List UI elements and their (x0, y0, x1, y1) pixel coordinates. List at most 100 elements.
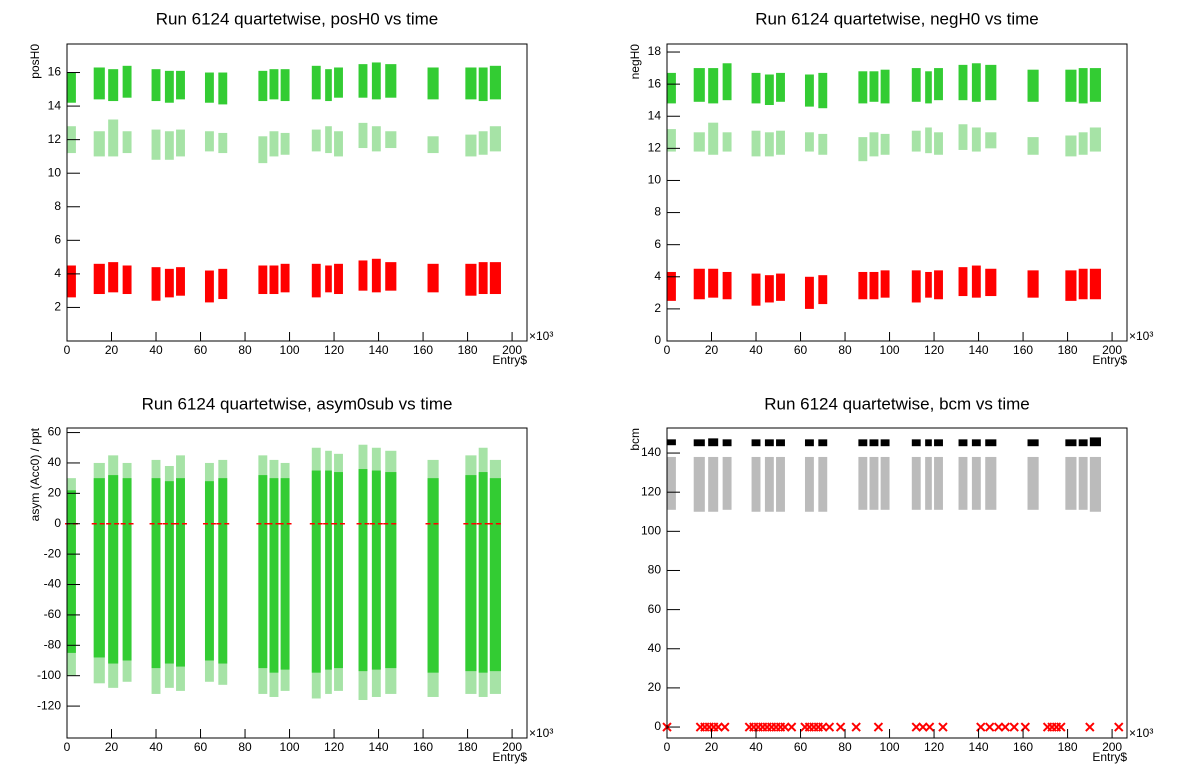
marker (873, 722, 884, 732)
y-tick-label: 6 (54, 232, 61, 246)
range-band (911, 130, 921, 152)
y-tick-label: -120 (37, 698, 61, 712)
x-tick-label: 180 (458, 343, 478, 357)
plot-frame (66, 427, 528, 739)
range-band (325, 69, 332, 102)
x-axis-label: Entry$ (1092, 750, 1127, 764)
range-band (371, 258, 381, 293)
range-band (325, 126, 332, 154)
range-band (465, 475, 477, 672)
x-tick-label: 200 (502, 740, 522, 754)
range-band (751, 72, 761, 104)
range-band (751, 273, 761, 306)
range-band (693, 132, 705, 152)
range-band (958, 267, 968, 297)
x-tick-label: 180 (1058, 740, 1078, 754)
x-tick-label: 0 (664, 343, 671, 357)
range-band (818, 456, 828, 512)
range-band (869, 71, 879, 102)
range-band (708, 268, 719, 298)
range-band (478, 472, 488, 673)
x-tick-label: 140 (369, 343, 389, 357)
range-band (880, 439, 890, 447)
range-band (958, 456, 968, 510)
range-band (985, 132, 997, 149)
range-band (1027, 270, 1039, 298)
range-band (693, 268, 705, 300)
range-band (385, 472, 397, 669)
range-band (751, 130, 761, 157)
range-band (258, 70, 268, 102)
y-tick-label: 0 (654, 333, 661, 347)
range-band (1065, 270, 1077, 301)
range-band (1065, 69, 1077, 102)
range-band (971, 439, 981, 447)
range-band (108, 262, 119, 293)
range-band (708, 456, 719, 512)
marker (851, 722, 861, 732)
range-band (880, 69, 890, 104)
y-tick-label: 8 (654, 205, 661, 219)
x-tick-label: 80 (838, 740, 852, 754)
panel: Run 6124 quartetwise, bcm vs time 0 20 40 60… (628, 394, 1153, 764)
range-band (985, 439, 997, 447)
range-band (176, 267, 185, 296)
range-band (258, 475, 268, 669)
range-band (985, 456, 997, 510)
y-tick-label: 6 (654, 237, 661, 251)
range-band (880, 133, 890, 155)
y-tick-label: 4 (54, 266, 61, 280)
x-tick-label: 160 (1013, 343, 1033, 357)
range-band (667, 72, 676, 104)
range-band (269, 131, 279, 157)
y-tick-label: -60 (44, 607, 62, 621)
range-band (818, 72, 828, 109)
y-tick-label: 100 (641, 524, 661, 538)
range-band (693, 456, 705, 512)
marker (924, 722, 935, 732)
y-tick-label: -40 (44, 577, 62, 591)
range-band (93, 478, 105, 658)
range-band (334, 472, 343, 669)
range-band (722, 132, 732, 152)
y-tick-label: 14 (648, 108, 662, 122)
range-band (925, 71, 932, 104)
range-band (358, 64, 368, 98)
x-tick-label: 140 (969, 343, 989, 357)
range-band (1078, 439, 1088, 447)
range-band (1078, 132, 1088, 155)
range-band (722, 439, 732, 447)
range-band (151, 478, 161, 669)
x-tick-label: 160 (1013, 740, 1033, 754)
marker (976, 722, 986, 732)
range-band (385, 64, 397, 98)
range-band (218, 72, 228, 105)
x-multiplier: ×10³ (1129, 329, 1153, 343)
x-tick-label: 80 (238, 343, 252, 357)
range-band (708, 122, 719, 155)
range-band (958, 124, 968, 150)
x-tick-label: 200 (502, 343, 522, 357)
range-band (1089, 268, 1101, 300)
range-band (478, 67, 488, 102)
range-band (925, 271, 932, 298)
x-tick-label: 40 (149, 740, 163, 754)
y-tick-label: 14 (48, 98, 62, 112)
range-band (122, 65, 132, 98)
plot-frame (66, 43, 528, 342)
x-tick-label: 60 (194, 740, 208, 754)
x-tick-label: 120 (324, 740, 344, 754)
range-band (108, 475, 119, 664)
range-band (164, 70, 174, 103)
range-band (708, 68, 719, 104)
range-band (911, 68, 921, 102)
x-tick-label: 140 (969, 740, 989, 754)
range-band (818, 439, 828, 447)
chart-title: Run 6124 quartetwise, negH0 vs time (755, 9, 1039, 28)
x-tick-label: 100 (280, 343, 300, 357)
range-band (934, 68, 943, 101)
range-band (334, 67, 343, 98)
marker (1114, 722, 1124, 732)
y-tick-label: 0 (654, 719, 661, 733)
